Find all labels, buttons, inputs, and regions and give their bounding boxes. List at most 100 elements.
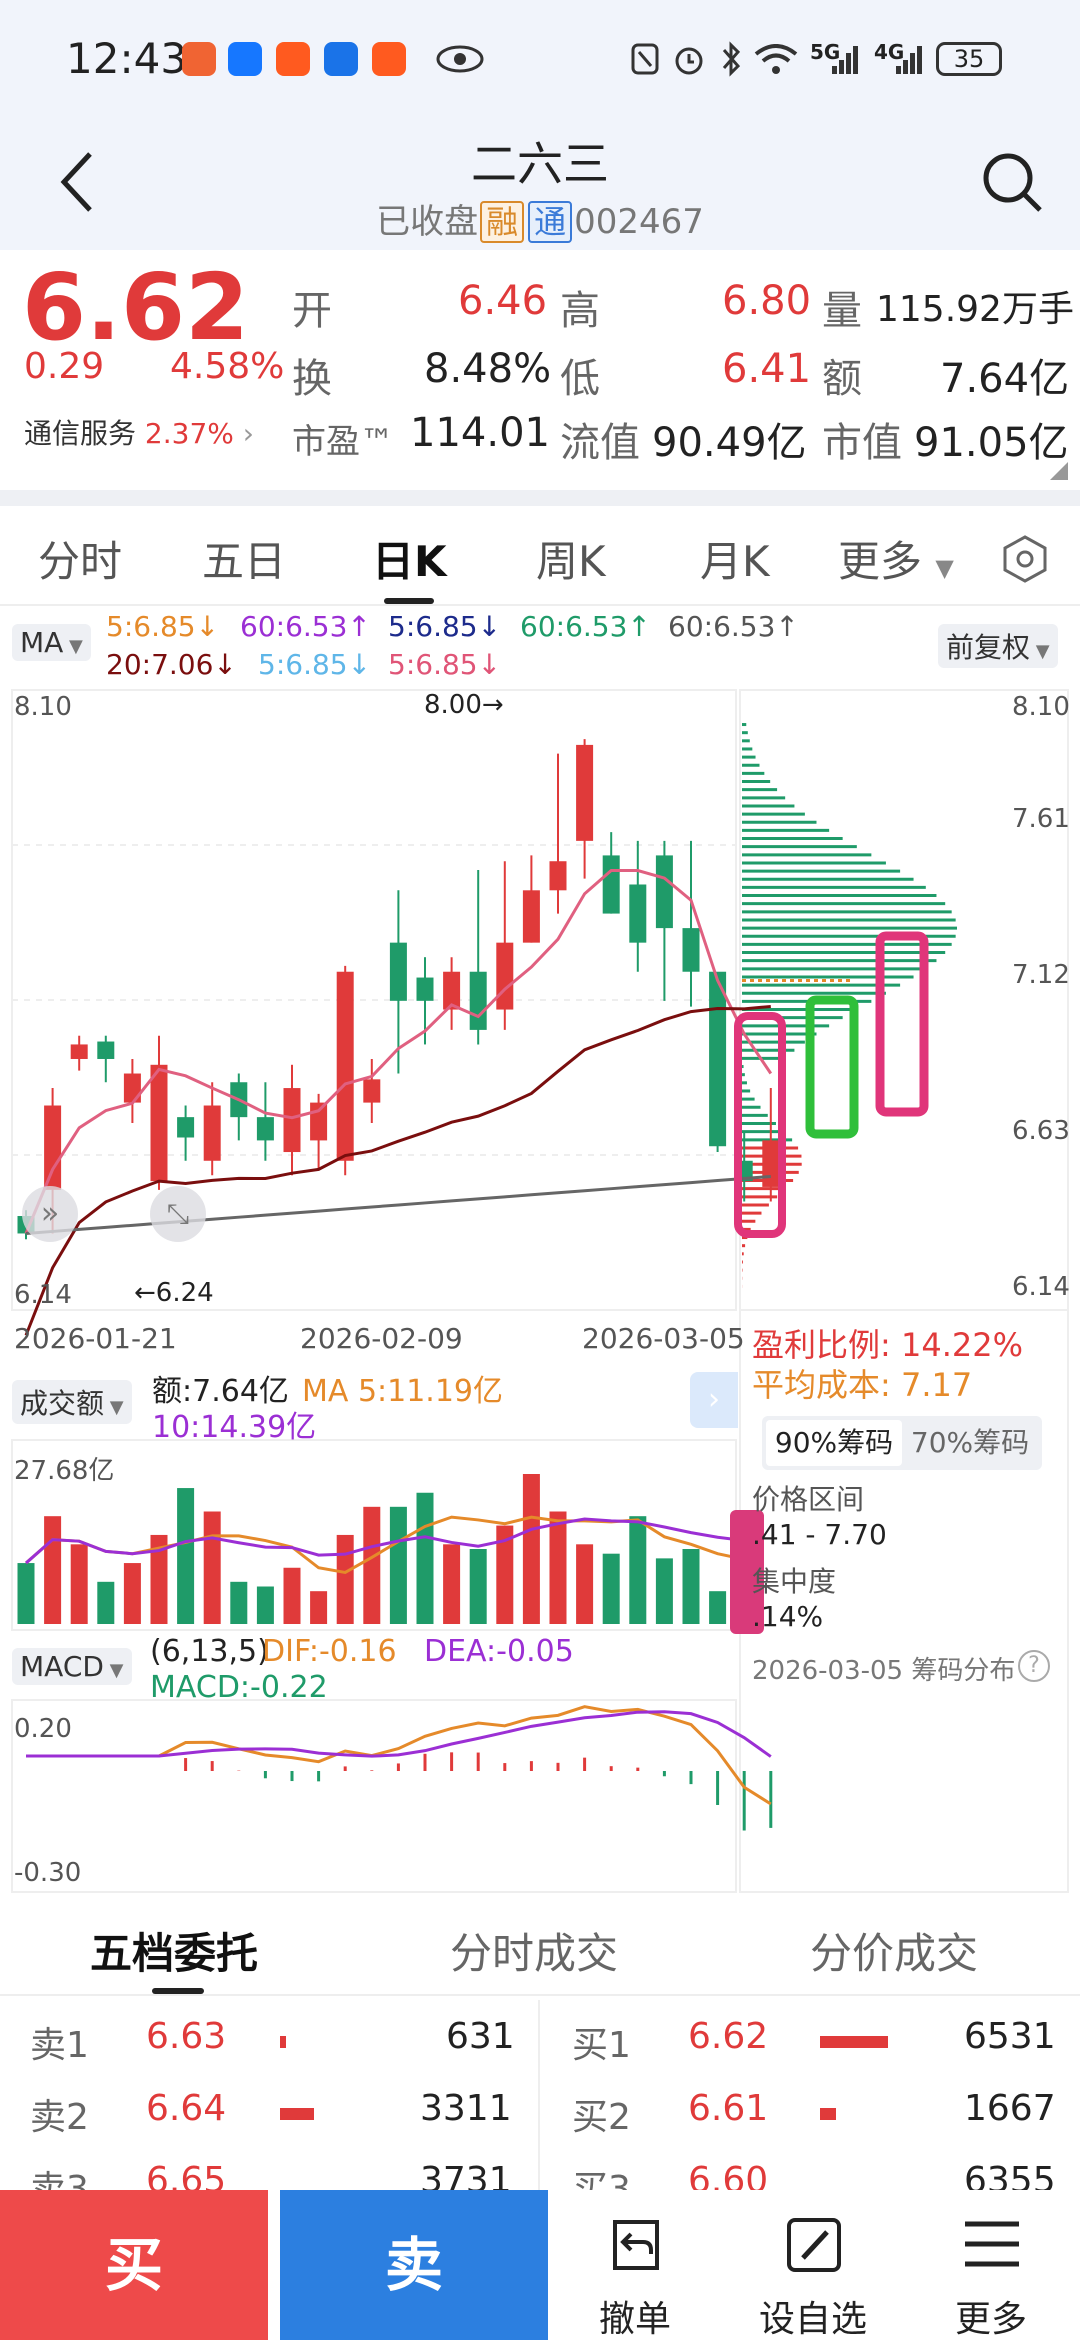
- candle-body-20: [549, 861, 567, 891]
- expand-right-icon[interactable]: ›: [690, 1372, 738, 1428]
- volume-ma10-line: [25, 1517, 745, 1565]
- volume-indicator-selector[interactable]: 成交额 ▼: [12, 1380, 132, 1424]
- volume-bar-23: [629, 1516, 647, 1624]
- bid-1-bar: [820, 2036, 888, 2048]
- wifi-icon: [754, 44, 798, 74]
- ma-5-value: 5:6.85↓: [106, 610, 220, 643]
- macd-selector[interactable]: MACD ▼: [12, 1648, 132, 1685]
- candle-body-11: [310, 1102, 328, 1141]
- profit-ratio: 盈利比例: 14.22%: [752, 1320, 1023, 1366]
- bid-2-bar: [820, 2108, 836, 2120]
- y-tick-top: 8.10: [14, 692, 72, 722]
- tab-price-trades[interactable]: 分价成交: [810, 1929, 979, 1978]
- candle-body-4: [123, 1073, 141, 1103]
- status-bar: 12:43 5G 4G 35: [0, 0, 1080, 120]
- low-label: 低: [560, 356, 600, 402]
- cancel-order-button[interactable]: 撤单: [550, 2190, 720, 2340]
- ma-5-value-4: 5:6.85↓: [388, 648, 502, 681]
- bid-2-price: 6.61: [688, 2088, 769, 2129]
- signal-icon: [832, 46, 858, 74]
- tab-more[interactable]: 更多 ▼: [838, 528, 954, 589]
- volume-bar-15: [416, 1492, 434, 1624]
- tab-order-book[interactable]: 五档委托: [90, 1929, 259, 1978]
- float-cap-label: 流值: [560, 420, 640, 466]
- price-change: 0.29: [24, 346, 105, 387]
- avg-cost-label: 平均成本:: [752, 1366, 891, 1404]
- ask-row-2: 卖2: [30, 2097, 89, 2138]
- app-notification-icon: [182, 42, 216, 76]
- bluetooth-icon: [722, 41, 741, 77]
- volume-bar-9: [256, 1586, 274, 1624]
- macd-y-bottom: -0.30: [14, 1858, 82, 1888]
- chip-tab-90[interactable]: 90%筹码: [766, 1420, 902, 1466]
- bid-2-volume: 1667: [964, 2088, 1056, 2129]
- section-divider: [0, 490, 1080, 506]
- volume-bar-12: [336, 1534, 354, 1624]
- candle-body-18: [496, 942, 514, 1010]
- action-bar: 买 卖 撤单 设自选 更多: [0, 2190, 1080, 2340]
- macd-dea-line: [26, 1710, 772, 1758]
- collapse-left-icon[interactable]: »: [22, 1186, 78, 1242]
- low-value: 6.41: [722, 346, 812, 392]
- candle-body-24: [655, 855, 673, 929]
- ma60-line: [25, 1174, 771, 1235]
- candle-body-16: [443, 971, 461, 1010]
- search-icon[interactable]: [980, 150, 1044, 214]
- ma-selector[interactable]: MA ▼: [12, 624, 91, 661]
- volume-indicator-label: 成交额: [20, 1387, 105, 1420]
- volume-bar-10: [283, 1567, 301, 1624]
- network-5g-label: 5G: [810, 40, 841, 64]
- volume-ma10: 10:14.39亿: [152, 1410, 317, 1445]
- fullscreen-icon[interactable]: ⤡: [150, 1186, 206, 1242]
- volume-bar-4: [123, 1563, 141, 1624]
- adjust-label: 前复权: [946, 631, 1031, 664]
- macd-dif: DIF:-0.16: [262, 1634, 397, 1669]
- more-button[interactable]: 更多: [906, 2190, 1076, 2340]
- volume-bar-1: [44, 1516, 62, 1624]
- stock-subtitle: 已收盘融通 002467: [0, 194, 1080, 243]
- tab-five-day[interactable]: 五日: [202, 537, 287, 586]
- adjust-selector[interactable]: 前复权 ▼: [938, 624, 1058, 668]
- sector-link[interactable]: 通信服务 2.37% ›: [24, 417, 254, 450]
- orderbook-divider: [538, 2000, 540, 2190]
- candle-body-7: [203, 1105, 221, 1161]
- tab-weekly-k[interactable]: 周K: [536, 537, 606, 586]
- profit-ratio-label: 盈利比例:: [752, 1326, 891, 1364]
- ma-5-value-3: 5:6.85↓: [258, 648, 372, 681]
- volume-bar-14: [389, 1506, 407, 1624]
- expand-corner-icon[interactable]: [1050, 462, 1068, 480]
- order-tab-indicator: [152, 1988, 204, 1994]
- tab-monthly-k[interactable]: 月K: [700, 537, 770, 586]
- add-watchlist-button[interactable]: 设自选: [728, 2190, 898, 2340]
- pe-label: 市盈™: [292, 422, 394, 462]
- settings-hexagon-icon[interactable]: [1000, 534, 1050, 584]
- ma-60-value: 60:6.53↑: [240, 610, 371, 643]
- macd-label: MACD: [20, 1650, 104, 1683]
- stock-name: 二六三: [471, 137, 609, 191]
- volume-bar-21: [576, 1544, 594, 1624]
- tab-intraday[interactable]: 分时: [38, 537, 123, 586]
- highlight-bar-pink: [730, 1510, 764, 1634]
- buy-button[interactable]: 买: [0, 2190, 268, 2340]
- chip-tab-70[interactable]: 70%筹码: [910, 1426, 1030, 1459]
- tab-tick-trades[interactable]: 分时成交: [450, 1929, 619, 1978]
- tab-daily-k[interactable]: 日K: [372, 537, 447, 586]
- ma-lines: [24, 869, 773, 1336]
- sell-button[interactable]: 卖: [280, 2190, 548, 2340]
- volume-label: 量: [822, 288, 862, 334]
- volume-y-tick: 27.68亿: [14, 1456, 115, 1486]
- float-cap-value: 90.49亿: [652, 420, 807, 466]
- period-tabs: 分时 五日 日K 周K 月K 更多 ▼: [0, 506, 1080, 606]
- order-tabs: 五档委托 分时成交 分价成交: [0, 1900, 1080, 1996]
- back-arrow-icon[interactable]: [58, 150, 98, 214]
- help-icon[interactable]: ?: [1018, 1650, 1050, 1682]
- kline-chart[interactable]: [0, 600, 1080, 1900]
- market-state: 已收盘: [376, 202, 479, 242]
- r-tick-1: 8.10: [1012, 692, 1070, 722]
- candle-body-19: [522, 890, 540, 943]
- volume-bar-20: [549, 1511, 567, 1624]
- date-label-3: 2026-03-05: [582, 1322, 745, 1355]
- r-tick-3: 7.12: [1012, 960, 1070, 990]
- volume-bar-8: [230, 1581, 248, 1624]
- price-change-pct: 4.58%: [170, 346, 285, 387]
